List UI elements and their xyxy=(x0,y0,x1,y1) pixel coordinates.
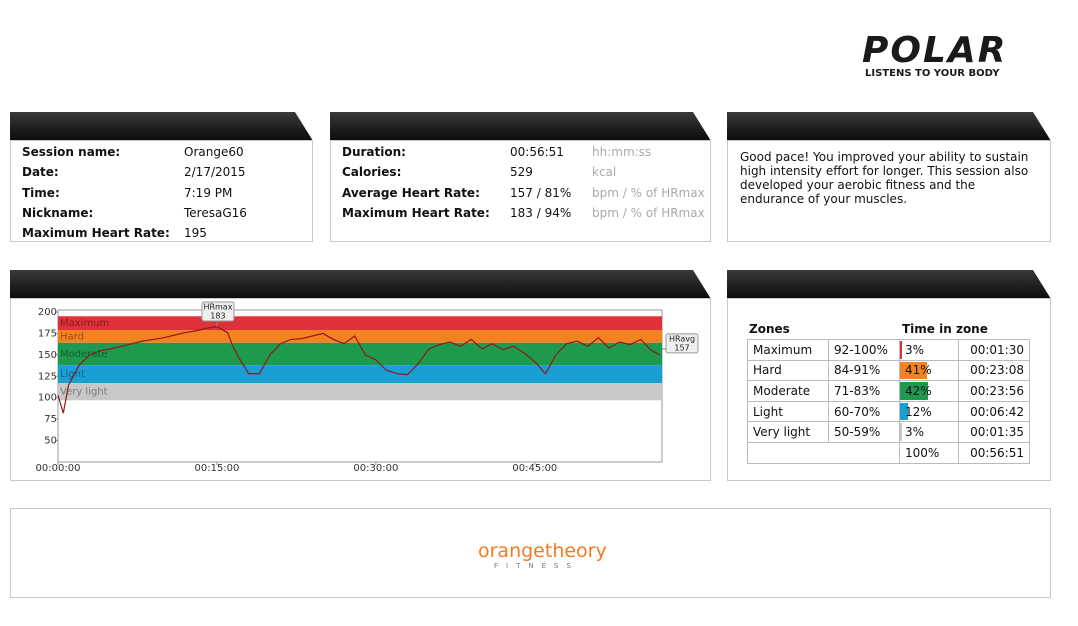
feedback-text: Good pace! You improved your ability to … xyxy=(740,150,1029,206)
annotation-value: 157 xyxy=(674,343,689,352)
y-tick-label: 50 xyxy=(44,436,57,447)
zone-time: 00:23:08 xyxy=(958,359,1030,382)
zone-percent: 42% xyxy=(899,380,959,402)
summary-value: 183 / 94% xyxy=(510,205,572,220)
summary-value: 157 / 81% xyxy=(510,185,572,200)
zone-percent-label: 3% xyxy=(905,342,925,357)
y-tick-label: 75 xyxy=(44,414,57,425)
zone-band xyxy=(58,383,662,401)
session-value: 195 xyxy=(184,226,207,241)
zone-name: Moderate xyxy=(747,380,829,402)
x-tick-label: 00:00:00 xyxy=(36,463,81,474)
session-panel xyxy=(10,140,313,242)
polar-tagline: LISTENS TO YOUR BODY xyxy=(865,68,1000,79)
total-percent: 100% xyxy=(899,441,959,464)
feedback-panel xyxy=(727,140,1051,242)
summary-unit: bpm / % of HRmax xyxy=(592,185,705,200)
y-tick-label: 175 xyxy=(38,328,57,339)
zone-percent-label: 3% xyxy=(905,425,925,440)
summary-label: Maximum Heart Rate: xyxy=(342,205,490,220)
footer-sub: FITNESS xyxy=(494,562,579,570)
summary-panel xyxy=(330,140,711,242)
session-label: Maximum Heart Rate: xyxy=(22,226,170,241)
session-label: Session name: xyxy=(22,145,121,159)
summary-value: 00:56:51 xyxy=(510,145,564,159)
x-tick-label: 00:30:00 xyxy=(353,463,398,474)
panel-header xyxy=(10,270,711,299)
y-tick-label: 125 xyxy=(38,371,57,382)
band-label: Hard xyxy=(60,331,84,342)
footer-brand: orangetheory xyxy=(478,540,607,562)
annotation-box xyxy=(665,333,699,354)
hr-line xyxy=(57,325,661,414)
y-tick-label: 150 xyxy=(38,350,57,361)
zone-band xyxy=(58,365,662,384)
zone-bar xyxy=(900,361,928,380)
x-tick-label: 00:45:00 xyxy=(512,463,557,474)
band-label: Maximum xyxy=(60,318,109,329)
summary-label: Average Heart Rate: xyxy=(342,185,480,200)
session-label: Date: xyxy=(22,165,59,180)
zone-percent-label: 41% xyxy=(905,363,932,378)
annotation-label: HRavg xyxy=(669,334,695,343)
zone-percent-label: 42% xyxy=(905,383,932,398)
zone-row: Very light 50-59% 3% 00:01:35 xyxy=(747,421,1030,443)
y-tick-label: 200 xyxy=(38,307,57,318)
session-value: TeresaG16 xyxy=(184,205,247,220)
summary-label: Calories: xyxy=(342,165,402,180)
zone-bar xyxy=(900,341,902,359)
band-label: Very light xyxy=(60,387,108,398)
total-time: 00:56:51 xyxy=(958,441,1030,464)
x-tick-label: 00:15:00 xyxy=(194,463,239,474)
session-label: Time: xyxy=(22,185,60,200)
zone-name: Hard xyxy=(747,359,829,382)
session-value: 7:19 PM xyxy=(184,185,233,200)
polar-logo: POLAR xyxy=(862,30,1008,71)
zone-time: 00:01:30 xyxy=(958,339,1030,361)
session-label: Nickname: xyxy=(22,205,94,220)
zone-percent-label: 12% xyxy=(905,404,932,419)
panel-header xyxy=(10,112,313,141)
annotation-value: 183 xyxy=(210,312,225,321)
zones-table: Maximum 92-100% 3% 00:01:30 Hard 84-91% 41% 00:… xyxy=(747,339,1030,464)
summary-label: Duration: xyxy=(342,145,406,159)
summary-unit: kcal xyxy=(592,165,617,180)
session-value: Orange60 xyxy=(184,145,244,159)
annotation-box xyxy=(201,301,235,322)
summary-unit: hh:mm:ss xyxy=(592,145,652,159)
zone-time: 00:23:56 xyxy=(958,380,1030,402)
zone-band xyxy=(58,316,662,330)
zone-name: Light xyxy=(747,400,829,423)
zone-row: Light 60-70% 12% 00:06:42 xyxy=(747,400,1030,423)
zone-bar xyxy=(900,402,909,421)
zone-bar xyxy=(900,423,902,441)
zone-band xyxy=(58,342,662,366)
summary-unit: bpm / % of HRmax xyxy=(592,205,705,220)
total-row: 100% 00:56:51 xyxy=(747,441,1030,464)
band-label: Moderate xyxy=(60,349,108,360)
time-heading: Time in zone xyxy=(902,322,988,336)
y-tick-label: 100 xyxy=(38,393,57,404)
session-value: 2/17/2015 xyxy=(184,165,246,180)
footer-panel xyxy=(10,508,1051,598)
zone-bar xyxy=(900,382,929,400)
zone-percent: 41% xyxy=(899,359,959,382)
band-label: Light xyxy=(60,369,85,380)
summary-value: 529 xyxy=(510,165,533,180)
panel-header xyxy=(330,112,711,141)
annotation-label: HRmax xyxy=(203,303,232,312)
zone-band xyxy=(58,330,662,343)
zone-time: 00:01:35 xyxy=(958,421,1030,443)
zones-heading: Zones xyxy=(749,322,790,336)
panel-header xyxy=(727,270,1051,299)
panel-header xyxy=(727,112,1051,141)
